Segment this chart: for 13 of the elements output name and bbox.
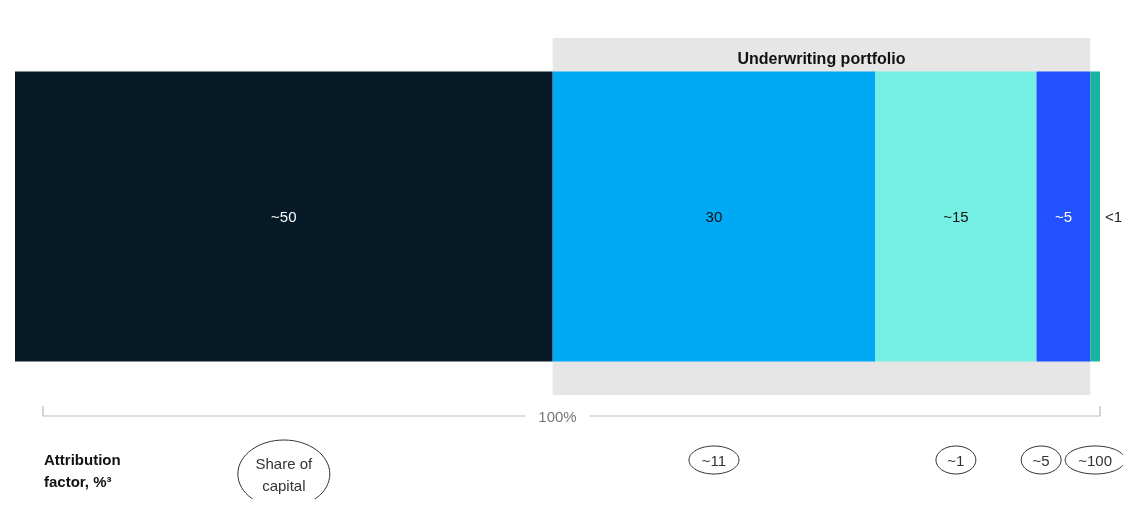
text: Share of capital bbox=[255, 454, 314, 494]
text: ~11 bbox=[701, 451, 727, 469]
text: ~100 bbox=[1078, 451, 1113, 469]
text: ~5 bbox=[1032, 451, 1050, 469]
band-label: Underwriting portfolio bbox=[737, 49, 906, 67]
text: 100% bbox=[538, 407, 577, 425]
data-label: <1 bbox=[1105, 208, 1123, 225]
text: ~1 bbox=[947, 451, 965, 469]
data-label: ~5 bbox=[1054, 208, 1072, 225]
data-label: 30 bbox=[705, 208, 723, 225]
data-label: ~15 bbox=[943, 208, 969, 225]
data-label: ~50 bbox=[271, 208, 297, 225]
text: Attribution factor, %³ bbox=[44, 450, 125, 490]
